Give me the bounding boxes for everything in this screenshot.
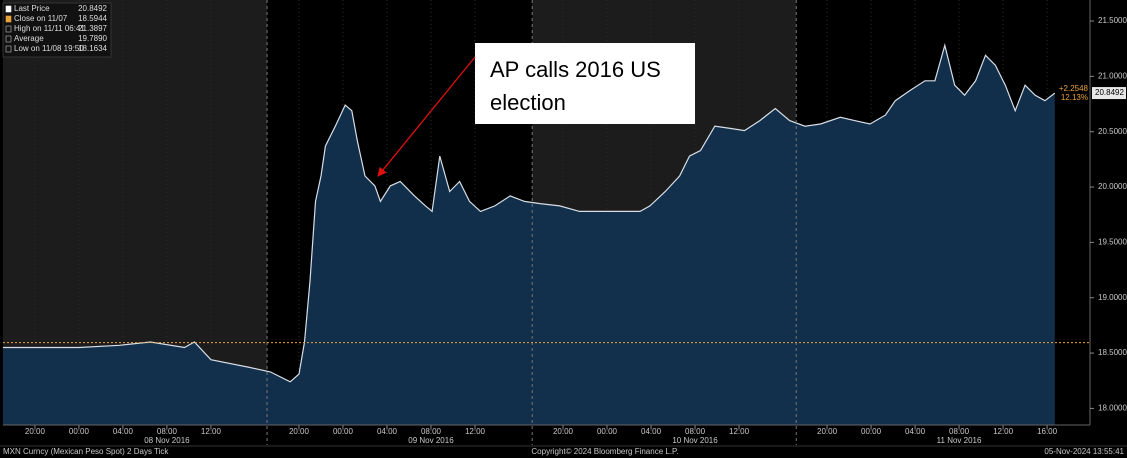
y-tick-label: 18.5000: [1098, 348, 1127, 357]
date-label: 11 Nov 2016: [937, 436, 982, 445]
price-line: [3, 43, 1056, 383]
price-tag: [1092, 87, 1126, 100]
plot: [3, 43, 1056, 426]
legend-value: 21.3897: [78, 24, 107, 33]
x-tick-label: 00:00: [69, 427, 90, 436]
legend-label: Average: [14, 34, 44, 43]
legend-label: Close on 11/07: [14, 14, 68, 23]
legend-icon: [5, 25, 12, 33]
date-label: 10 Nov 2016: [672, 436, 718, 445]
legend-value: 19.7890: [78, 34, 107, 43]
y-tick-label: 21.0000: [1098, 71, 1127, 80]
x-tick-label: 08:00: [157, 427, 178, 436]
annotation: AP calls 2016 US election: [377, 43, 695, 177]
annotation-box: [475, 43, 695, 124]
legend-icon: [5, 5, 12, 13]
x-tick-label: 16:00: [1037, 427, 1058, 436]
legend-icon: [5, 35, 12, 43]
x-tick-label: 08:00: [949, 427, 970, 436]
date-label: 08 Nov 2016: [144, 436, 190, 445]
y-tick-label: 20.0000: [1098, 182, 1127, 191]
legend-value: 18.1634: [78, 44, 107, 53]
y-tick-label: 19.5000: [1098, 237, 1127, 246]
area: [3, 45, 1055, 426]
date-label: 09 Nov 2016: [408, 436, 454, 445]
x-tick-label: 08:00: [421, 427, 442, 436]
x-tick-label: 20:00: [553, 427, 574, 436]
change-label: +2.2548: [1059, 84, 1089, 93]
legend-value: 20.8492: [78, 4, 107, 13]
legend-box: [2, 2, 112, 58]
footer-right: 05-Nov-2024 13:55:41: [1044, 447, 1124, 456]
x-tick-label: 00:00: [333, 427, 354, 436]
legend-icon: [5, 45, 12, 53]
y-tick-label: 18.0000: [1098, 404, 1127, 413]
legend-label: Last Price: [14, 4, 50, 13]
x-tick-label: 20:00: [817, 427, 838, 436]
legend-icon: [5, 15, 12, 23]
x-tick-label: 08:00: [685, 427, 706, 436]
legend-value: 18.5944: [78, 14, 107, 23]
legend-label: High on 11/11 06:41: [14, 24, 85, 33]
x-tick-label: 00:00: [861, 427, 882, 436]
footer-center: Copyright© 2024 Bloomberg Finance L.P.: [531, 447, 678, 456]
legend-label: Low on 11/08 19:50: [14, 44, 84, 53]
y-tick-label: 21.5000: [1098, 16, 1127, 25]
x-tick-label: 04:00: [905, 427, 926, 436]
x-tick-label: 12:00: [993, 427, 1014, 436]
y-tick-label: 19.0000: [1098, 293, 1127, 302]
x-tick-label: 00:00: [597, 427, 618, 436]
change-pct-label: 12.13%: [1061, 93, 1088, 102]
y-tick-label: 20.5000: [1098, 127, 1127, 136]
annotation-text: election: [490, 90, 566, 115]
x-tick-label: 20:00: [25, 427, 46, 436]
x-tick-label: 04:00: [377, 427, 398, 436]
x-tick-label: 20:00: [289, 427, 310, 436]
price-tag-label: 20.8492: [1095, 88, 1124, 97]
x-tick-label: 12:00: [465, 427, 486, 436]
x-tick-label: 12:00: [729, 427, 750, 436]
x-tick-label: 04:00: [113, 427, 134, 436]
x-tick-label: 04:00: [641, 427, 662, 436]
annotation-text: AP calls 2016 US: [490, 57, 661, 82]
footer-left: MXN Curncy (Mexican Peso Spot) 2 Days Ti…: [3, 447, 169, 456]
annotation-arrow: [377, 56, 476, 177]
x-tick-label: 12:00: [201, 427, 222, 436]
